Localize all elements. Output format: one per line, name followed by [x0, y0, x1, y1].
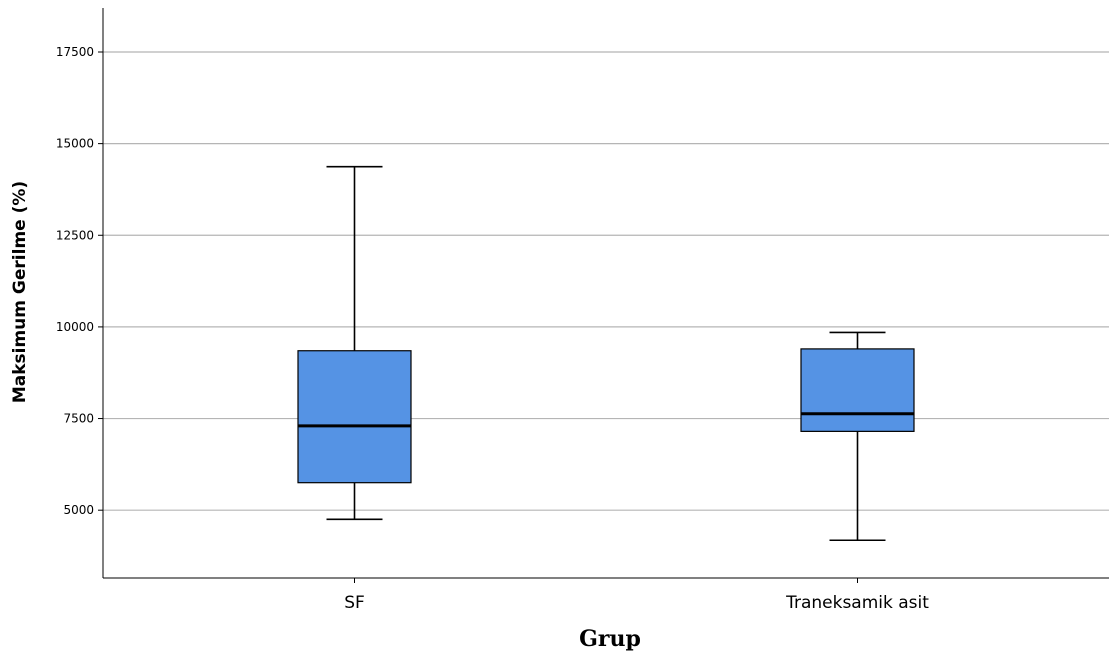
y-tick-label: 5000 — [63, 503, 94, 517]
box-2 — [800, 331, 915, 542]
iqr-box — [800, 348, 915, 432]
grid-lines — [103, 51, 1109, 511]
x-category-label: SF — [344, 593, 365, 613]
y-axis-ticks: 5000 7500 10000 12500 15000 17500 — [56, 45, 103, 517]
y-tick-label: 17500 — [56, 45, 94, 59]
box-1 — [297, 165, 412, 521]
y-tick-label: 10000 — [56, 320, 94, 334]
y-tick-label: 12500 — [56, 228, 94, 242]
y-tick-label: 15000 — [56, 137, 94, 151]
iqr-box — [297, 350, 412, 484]
y-axis-label: Maksimum Gerilme (%) — [10, 181, 30, 403]
x-axis-categories: SF Traneksamik asit — [344, 578, 929, 613]
x-category-label: Traneksamik asit — [785, 593, 929, 613]
y-tick-label: 7500 — [63, 412, 94, 426]
box-plot-boxes — [297, 165, 915, 542]
x-axis-label: Grup — [579, 626, 641, 652]
